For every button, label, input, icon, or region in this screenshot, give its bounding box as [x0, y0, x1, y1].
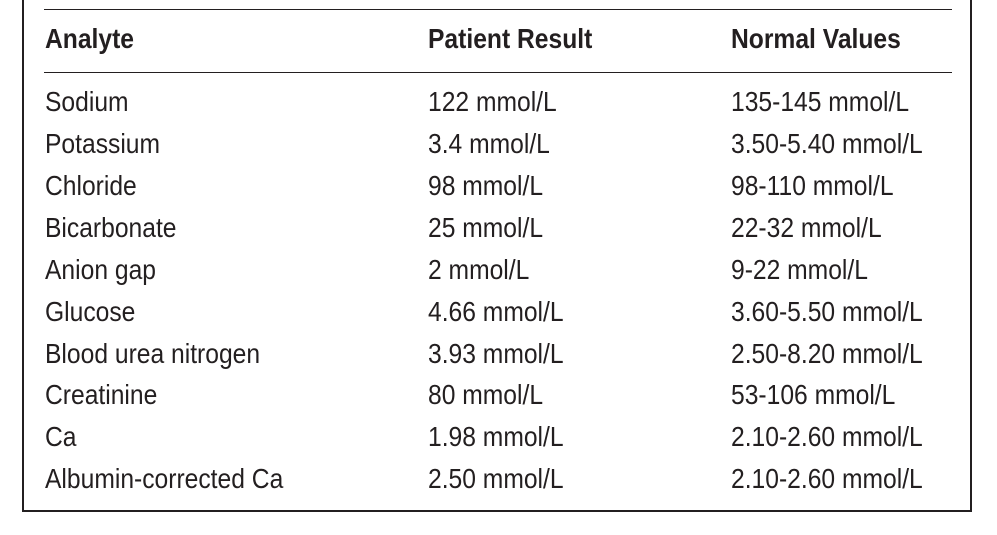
normal-values-cell: 98-110 mmol/L	[731, 170, 894, 201]
patient-result-cell: 98 mmol/L	[428, 170, 544, 201]
analyte-cell: Blood urea nitrogen	[45, 338, 261, 369]
analyte-cell: Chloride	[45, 170, 137, 201]
patient-result-cell: 4.66 mmol/L	[428, 296, 564, 327]
normal-values-cell: 3.60-5.50 mmol/L	[731, 296, 923, 327]
header-patient-result: Patient Result	[428, 23, 593, 54]
patient-result-cell: 3.4 mmol/L	[428, 128, 550, 159]
normal-values-cell: 2.10-2.60 mmol/L	[731, 421, 923, 452]
patient-result-cell: 2 mmol/L	[428, 254, 530, 285]
patient-result-cell: 25 mmol/L	[428, 212, 544, 243]
normal-values-cell: 135-145 mmol/L	[731, 86, 910, 117]
patient-result-cell: 122 mmol/L	[428, 86, 557, 117]
analyte-cell: Bicarbonate	[45, 212, 177, 243]
analyte-cell: Creatinine	[45, 379, 158, 410]
header-normal-values: Normal Values	[731, 23, 901, 54]
analyte-cell: Albumin-corrected Ca	[45, 463, 284, 494]
normal-values-cell: 22-32 mmol/L	[731, 212, 882, 243]
normal-values-cell: 9-22 mmol/L	[731, 254, 868, 285]
patient-result-cell: 3.93 mmol/L	[428, 338, 564, 369]
patient-result-cell: 80 mmol/L	[428, 379, 544, 410]
header-analyte: Analyte	[45, 23, 135, 54]
top-rule	[44, 9, 952, 10]
header-rule	[44, 72, 952, 73]
analyte-cell: Potassium	[45, 128, 161, 159]
patient-result-cell: 2.50 mmol/L	[428, 463, 564, 494]
analyte-cell: Sodium	[45, 86, 129, 117]
normal-values-cell: 2.10-2.60 mmol/L	[731, 463, 923, 494]
analyte-cell: Anion gap	[45, 254, 156, 285]
normal-values-cell: 3.50-5.40 mmol/L	[731, 128, 923, 159]
normal-values-cell: 2.50-8.20 mmol/L	[731, 338, 923, 369]
analyte-cell: Ca	[45, 421, 77, 452]
patient-result-cell: 1.98 mmol/L	[428, 421, 564, 452]
normal-values-cell: 53-106 mmol/L	[731, 379, 896, 410]
table-frame	[22, 0, 972, 512]
analyte-cell: Glucose	[45, 296, 136, 327]
